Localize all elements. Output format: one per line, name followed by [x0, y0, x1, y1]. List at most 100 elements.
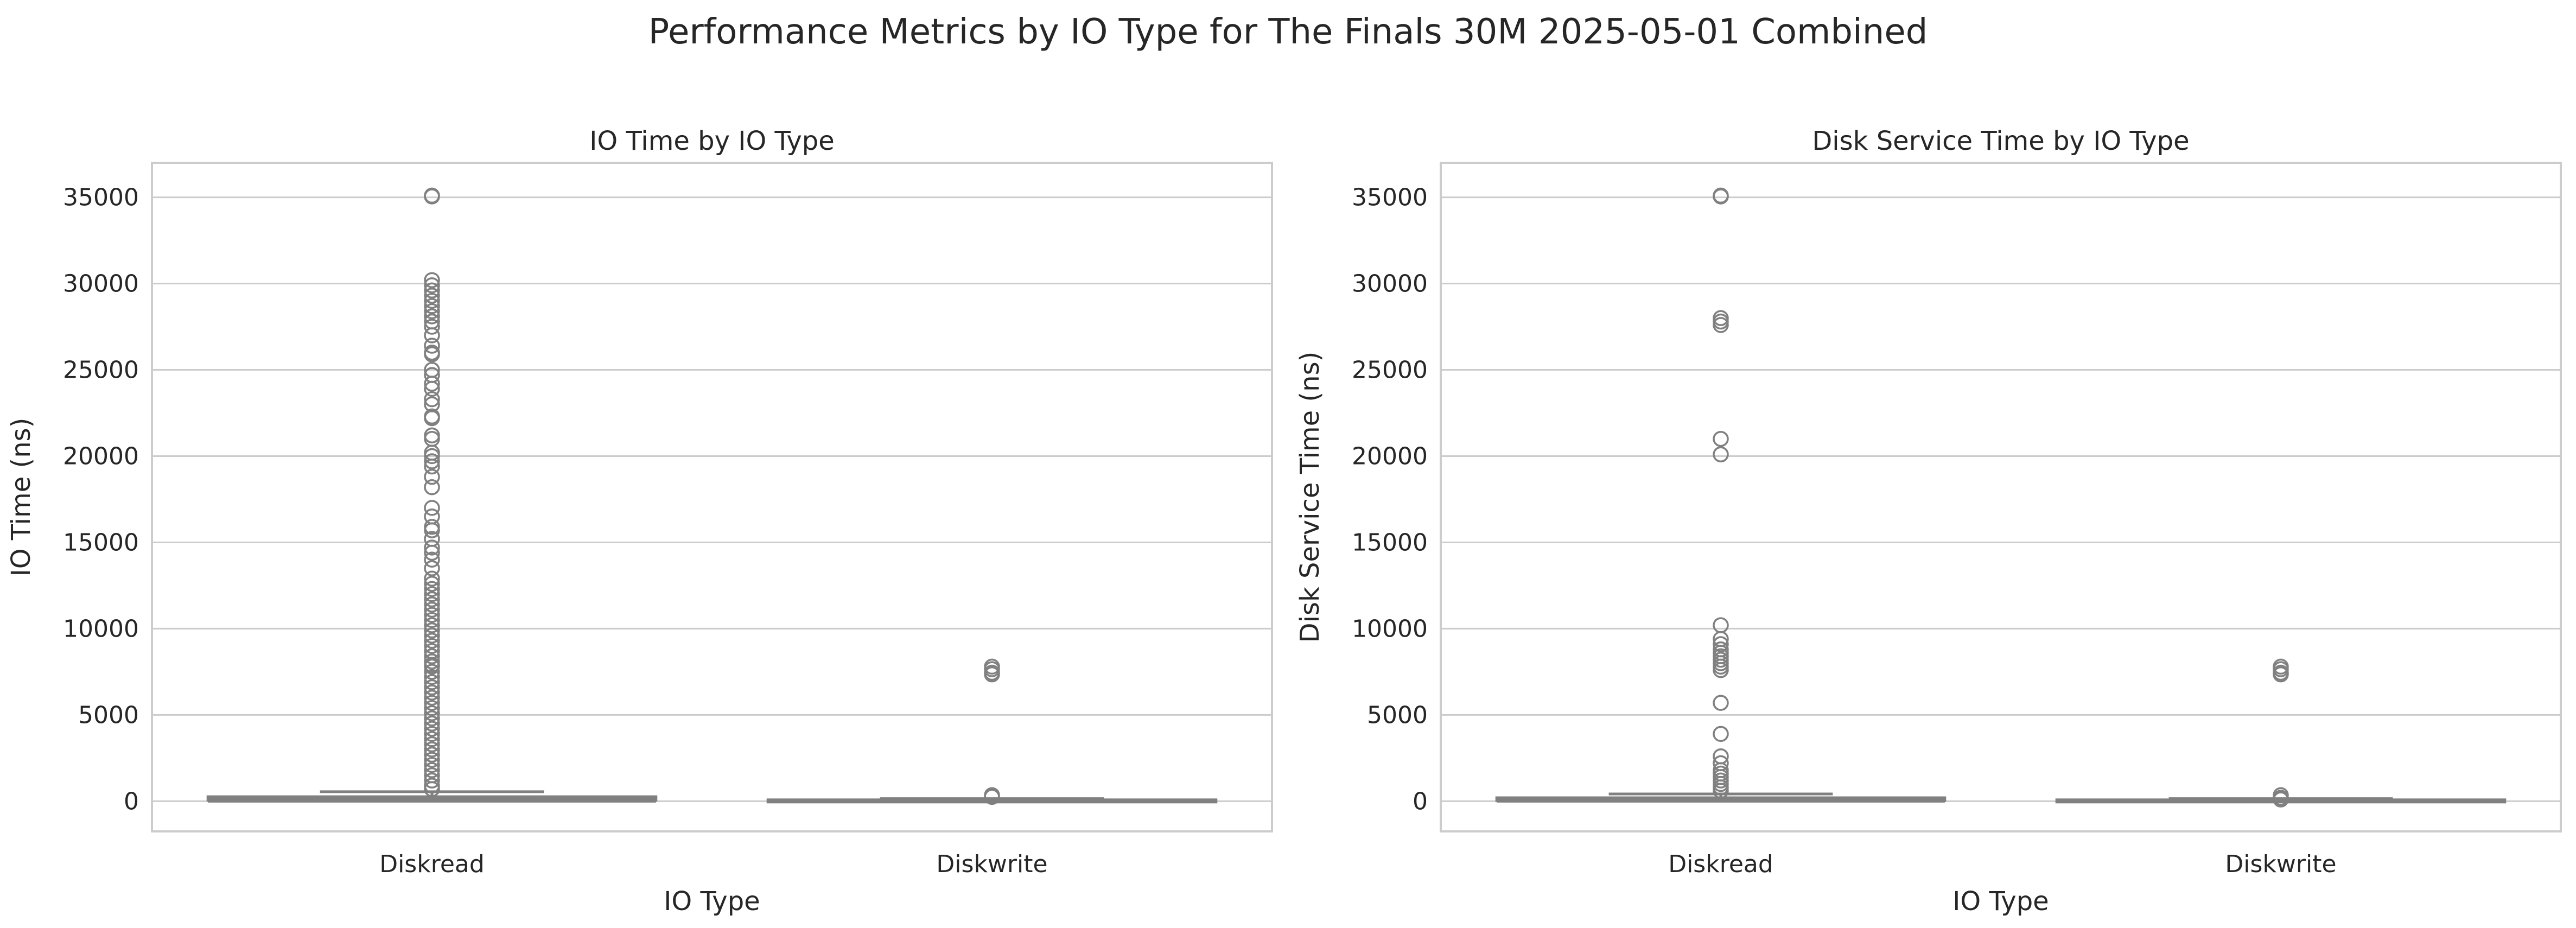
outlier-point — [424, 746, 440, 763]
y-tick-label: 20000 — [63, 442, 139, 470]
outlier-point — [424, 581, 440, 598]
outlier-point — [424, 658, 440, 675]
outlier-point — [424, 752, 440, 768]
outlier-point — [424, 601, 440, 618]
outlier-point — [424, 715, 440, 732]
y-tick-label: 10000 — [1352, 615, 1428, 643]
outlier-point — [1713, 695, 1729, 711]
outlier-point — [424, 346, 440, 363]
outlier-point — [2273, 791, 2289, 808]
y-tick-label: 30000 — [63, 270, 139, 298]
outlier-point — [424, 288, 440, 304]
outlier-point — [424, 664, 440, 680]
box-diskwrite — [766, 658, 1218, 805]
disk-service-time-chart: 0 5000 10000 15000 20000 25000 30000 35000 Diskr… — [1295, 126, 2562, 917]
box-diskread — [206, 187, 658, 803]
outlier-point — [424, 689, 440, 706]
y-tick-label: 20000 — [1352, 442, 1428, 470]
outlier-point — [424, 410, 440, 427]
y-tick-label: 25000 — [1352, 357, 1428, 384]
outlier-point — [424, 380, 440, 397]
y-tick-label: 25000 — [63, 357, 139, 384]
outlier-point — [1713, 617, 1729, 633]
outlier-point — [424, 591, 440, 608]
outlier-point — [424, 479, 440, 495]
outlier-point — [424, 731, 440, 747]
x-axis-label: IO Type — [1952, 886, 2049, 917]
x-tick-label: Diskread — [1668, 850, 1773, 878]
outlier-point — [424, 721, 440, 737]
outlier-point — [424, 187, 440, 204]
outlier-point — [424, 319, 440, 335]
x-axis-label: IO Type — [664, 886, 760, 917]
outlier-point — [424, 632, 440, 649]
outlier-point — [424, 695, 440, 711]
outlier-point — [424, 338, 440, 354]
outlier-point — [424, 617, 440, 633]
outlier-point — [424, 544, 440, 561]
y-tick-label: 35000 — [1352, 184, 1428, 212]
outlier-point — [424, 736, 440, 753]
outlier-point — [424, 781, 440, 797]
y-tick-label: 10000 — [63, 615, 139, 643]
outlier-point — [1713, 446, 1729, 463]
outlier-point — [424, 453, 440, 469]
outlier-point — [424, 468, 440, 485]
outlier-point — [424, 607, 440, 623]
outlier-point — [424, 674, 440, 690]
x-tick-label: Diskwrite — [2225, 850, 2336, 878]
outlier-point — [424, 560, 440, 576]
y-tick-label: 0 — [1413, 787, 1428, 815]
chart-title: IO Time by IO Type — [589, 126, 835, 156]
outlier-point — [424, 762, 440, 778]
axes-frame — [151, 162, 1273, 832]
outlier-point — [2273, 666, 2289, 683]
chart-title: Disk Service Time by IO Type — [1812, 126, 2189, 156]
outlier-point — [424, 539, 440, 556]
outlier-point — [424, 293, 440, 309]
outlier-point — [424, 298, 440, 314]
outlier-point — [424, 277, 440, 294]
outlier-point — [984, 789, 1000, 805]
outlier-point — [424, 684, 440, 701]
outlier-point — [424, 282, 440, 299]
outlier-point — [424, 576, 440, 592]
outlier-point — [1713, 317, 1729, 333]
y-tick-label: 15000 — [63, 529, 139, 556]
outlier-point — [424, 596, 440, 613]
outlier-point — [424, 638, 440, 654]
box-diskread — [1495, 187, 1947, 803]
outlier-point — [424, 648, 440, 665]
outlier-point — [424, 679, 440, 696]
y-tick-label: 0 — [124, 787, 139, 815]
outlier-point — [424, 303, 440, 320]
outlier-point — [424, 522, 440, 538]
outlier-point — [424, 700, 440, 716]
figure-title: Performance Metrics by IO Type for The F… — [648, 12, 1928, 52]
outlier-point — [424, 570, 440, 587]
outlier-point — [424, 622, 440, 639]
outlier-point — [424, 327, 440, 344]
box-diskwrite — [2055, 658, 2507, 808]
io-time-chart: 0 5000 10000 15000 20000 25000 30000 35000 Diskr… — [6, 126, 1273, 917]
outlier-point — [424, 757, 440, 773]
outlier-point — [424, 458, 440, 475]
outlier-point — [424, 726, 440, 742]
outlier-point — [1713, 187, 1729, 204]
y-tick-label: 5000 — [1367, 701, 1428, 729]
outlier-point — [1713, 430, 1729, 447]
outlier-point — [424, 741, 440, 758]
outlier-point — [1713, 636, 1729, 652]
outlier-point — [424, 705, 440, 721]
outlier-point — [424, 391, 440, 408]
outlier-point — [424, 627, 440, 644]
x-tick-label: Diskwrite — [936, 850, 1047, 878]
outlier-point — [424, 272, 440, 288]
outlier-point — [424, 551, 440, 568]
y-axis-label: IO Time (ns) — [6, 418, 36, 577]
outlier-point — [424, 448, 440, 465]
outlier-point — [424, 586, 440, 602]
y-tick-label: 15000 — [1352, 529, 1428, 556]
outlier-point — [1713, 313, 1729, 330]
